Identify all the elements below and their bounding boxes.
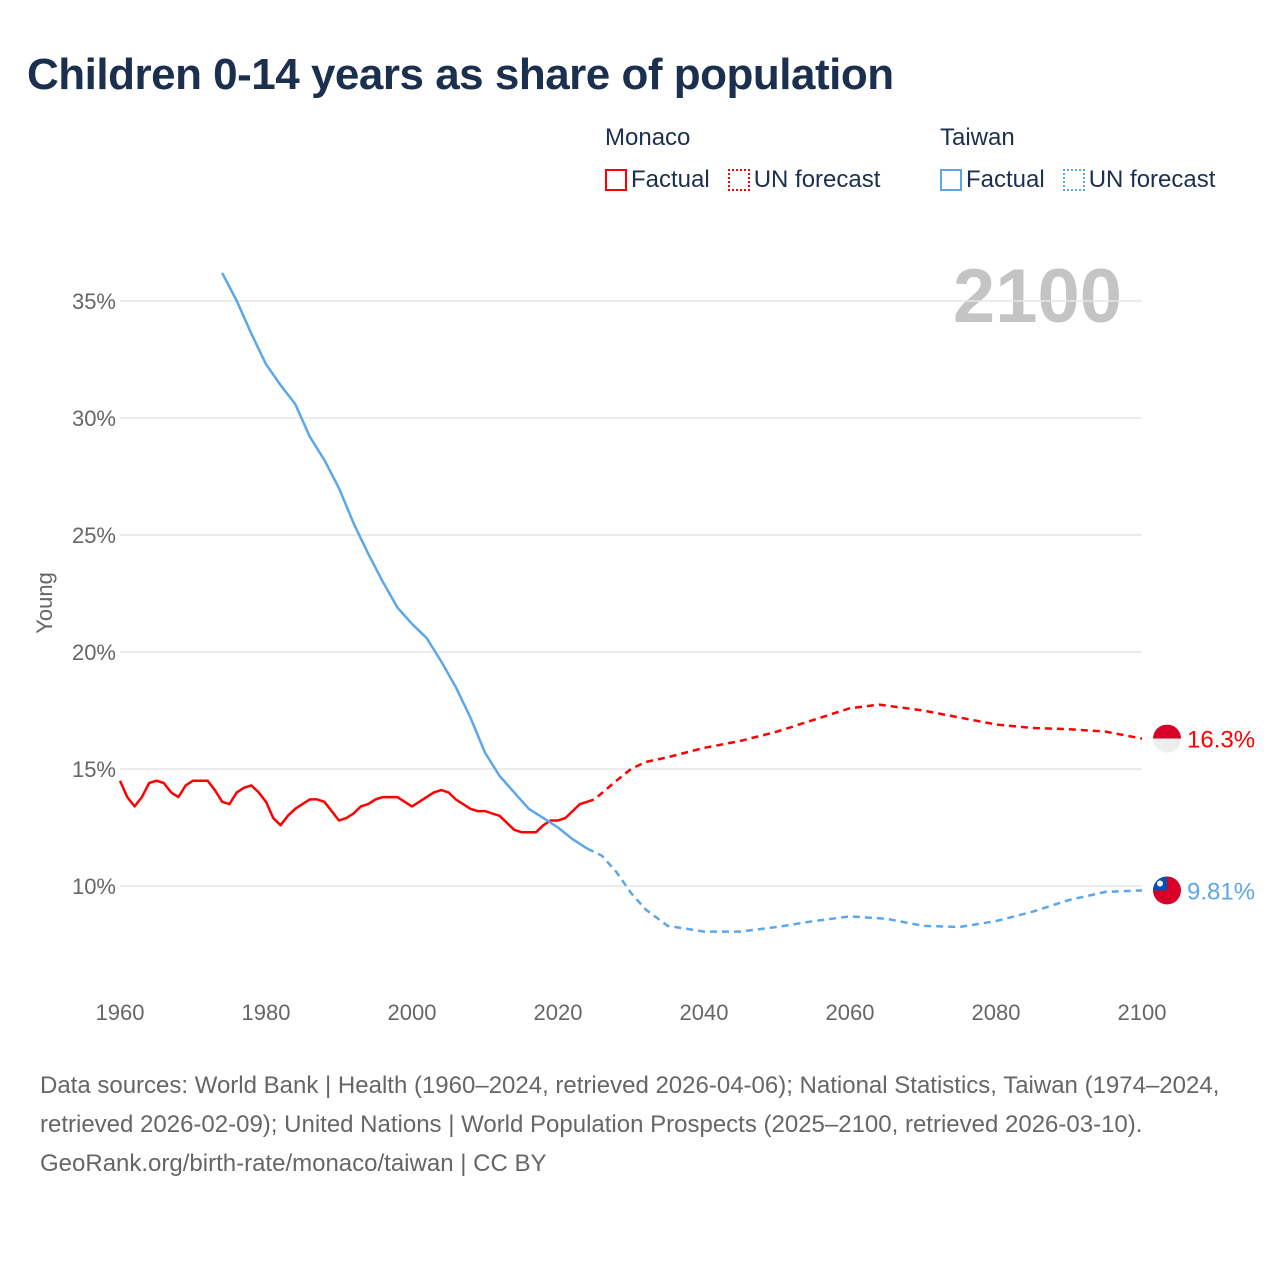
x-tick-label: 2080 [972,1000,1021,1025]
monaco-flag-icon [1153,724,1181,753]
legend-label: UN forecast [1088,166,1216,193]
monaco-factual-line [118,779,588,834]
credit-link[interactable]: GeoRank.org/birth-rate/monaco/taiwan | C… [40,1150,547,1177]
taiwan-end-value-label: 9.81% [1187,878,1255,905]
legend-group-label: Taiwan [940,124,1015,151]
footer: Data sources: World Bank | Health (1960–… [40,1066,1250,1183]
legend-taiwan: Taiwan Factual UN forecast [940,124,1227,194]
x-tick-label: 2000 [388,1000,437,1025]
chart-title: Children 0-14 years as share of populati… [27,50,894,99]
legend-group-label: Monaco [605,124,691,151]
y-tick-label: 30% [72,406,116,431]
legend-swatch-dotted [1062,169,1085,191]
x-tick-label: 2040 [680,1000,729,1025]
y-tick-label: 25% [72,523,116,548]
monaco-end-value-label: 16.3% [1187,727,1255,754]
y-tick-label: 20% [72,640,116,665]
legend-swatch-dotted [727,169,750,191]
legend-taiwan-forecast[interactable]: UN forecast [1062,166,1216,194]
y-tick-label: 10% [72,874,116,899]
legend-monaco: Monaco Factual UN forecast [605,124,892,194]
legend-monaco-forecast[interactable]: UN forecast [727,166,881,194]
taiwan-factual-line [221,272,588,850]
legend-label: UN forecast [753,166,881,193]
monaco-forecast-line [586,703,1143,803]
y-tick-label: 35% [72,289,116,314]
x-tick-label: 1960 [96,1000,145,1025]
x-tick-label: 2060 [826,1000,875,1025]
legend-swatch-solid [940,169,962,191]
y-axis-label: Young [32,572,57,634]
taiwan-flag-icon [1153,876,1181,905]
legend-label: Factual [966,166,1045,193]
x-tick-label: 1980 [242,1000,291,1025]
x-tick-label: 2100 [1118,1000,1167,1025]
legend-taiwan-factual[interactable]: Factual [940,166,1045,194]
taiwan-forecast-line [586,847,1143,933]
legend-monaco-factual[interactable]: Factual [605,166,710,194]
legend-label: Factual [631,166,710,193]
year-label: 2100 [953,254,1122,339]
x-tick-label: 2020 [534,1000,583,1025]
legend-swatch-solid [605,169,627,191]
data-sources: Data sources: World Bank | Health (1960–… [40,1072,1220,1138]
y-tick-label: 15% [72,757,116,782]
